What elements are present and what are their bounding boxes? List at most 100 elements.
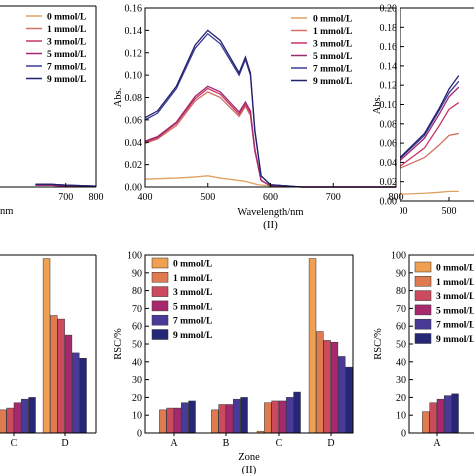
bar [218,404,226,434]
series-line [144,29,396,188]
panel-bottom-right: A 0 mmol/L 1 mmol/L 3 mmol/L 5 mmol/L 7 mmol/… [408,254,474,449]
panel-roman-label: (II) [263,219,278,231]
series-line [400,132,459,169]
y-tick-label: 100 [391,251,406,262]
y-axis-title: RSC/% [113,328,124,360]
y-tick-label: 0.20 [380,4,398,15]
panel-bottom-middle: 0 10 20 30 40 50 60 70 80 90 100 A B C D Zone(II) RSC/% 0… [113,251,354,474]
y-tick-label: 20 [132,393,142,404]
x-tick-label: 700 [58,192,73,203]
legend-swatch [151,272,169,283]
panel-bottom-right-axis: 0 10 20 30 40 50 60 70 80 90 100 RSC/% [373,251,413,440]
bar [286,397,294,434]
bar [271,400,279,434]
category-label: C [276,438,283,449]
y-tick-label: 80 [396,286,406,297]
series-line [144,85,396,188]
bar [330,341,339,434]
y-axis-title: Abs. [372,95,383,115]
legend-entry: 5 mmol/L [436,306,474,316]
y-tick-label: 0 [401,429,406,440]
y-tick-label: 0.16 [380,42,398,53]
legend-entry: 1 mmol/L [47,25,86,35]
bar [57,318,65,434]
y-tick-label: 0.00 [125,183,143,194]
bar [264,402,272,434]
series-line [35,183,97,187]
x-tick-label: 800 [89,192,104,203]
panel-roman-label: (II) [242,464,257,474]
category-label: D [61,438,68,449]
series-line [144,32,396,188]
y-tick-label: 0.04 [380,158,398,169]
y-tick-label: 0.08 [125,93,143,104]
x-tick-label: 700 [326,192,341,203]
bar [64,334,73,434]
y-tick-label: 60 [132,322,142,333]
y-tick-label: 90 [396,268,406,279]
y-tick-label: 50 [396,340,406,351]
panel-top-left: 700 800 nm 0 mmol/L 1 mmol/L 3 mmol/L 5 mmol/L… [0,5,104,217]
bar [308,258,317,434]
bar [225,404,234,434]
y-tick-label: 0.12 [380,81,398,92]
legend-entry: 7 mmol/L [436,321,474,331]
legend-entry: 3 mmol/L [173,288,212,298]
y-tick-label: 0.16 [125,4,143,15]
y-tick-label: 90 [132,268,142,279]
legend-swatch [414,276,432,287]
category-label: A [433,438,441,449]
bar [28,397,36,434]
legend-entry: 9 mmol/L [47,75,86,85]
x-tick-label: 600 [263,192,278,203]
panel-top-middle: 0.00 0.02 0.04 0.06 0.08 0.10 0.12 0.14 0.16 400 5… [113,4,404,232]
y-tick-label: 0.00 [380,197,398,208]
y-tick-label: 20 [396,393,406,404]
y-tick-label: 0.06 [380,139,398,150]
bar [422,411,430,434]
y-axis-title: RSC/% [373,328,384,360]
x-axis-label-fragment: nm [0,206,13,217]
bar [278,400,287,434]
bar [345,366,353,434]
y-tick-label: 10 [396,411,406,422]
y-tick-label: 40 [396,357,406,368]
bar [50,315,58,434]
legend-entry: 9 mmol/L [436,335,474,345]
bar [13,402,22,434]
bar [159,409,167,434]
legend-swatch [151,257,169,269]
x-axis-title: Zone [238,452,260,463]
bar [451,393,459,434]
bar [293,391,301,434]
y-tick-label: 0.02 [125,160,143,171]
bar [188,400,196,434]
bar [166,407,174,434]
series-line [144,91,396,188]
legend-swatch [414,290,432,301]
legend-entry: 3 mmol/L [313,40,352,50]
legend-entry: 5 mmol/L [313,52,352,62]
legend-entry: 3 mmol/L [47,38,86,48]
y-tick-label: 0.14 [380,61,398,72]
legend-entry: 9 mmol/L [313,77,352,87]
bar [240,397,248,434]
y-tick-label: 0.08 [380,119,398,130]
series-line [400,80,460,160]
legend-swatch [414,304,432,316]
legend-entry: 7 mmol/L [47,63,86,73]
y-tick-label: 100 [127,251,142,262]
series-line [400,86,460,161]
legend-entry: 7 mmol/L [173,317,212,327]
y-tick-label: 80 [132,286,142,297]
legend-swatch [151,286,169,297]
category-label: A [170,438,178,449]
bar [0,409,7,434]
y-tick-label: 0.10 [380,100,398,111]
legend-entry: 9 mmol/L [173,331,212,341]
legend-entry: 5 mmol/L [173,302,212,312]
legend-swatch [151,300,169,312]
bar [72,352,80,434]
y-tick-label: 30 [132,375,142,386]
